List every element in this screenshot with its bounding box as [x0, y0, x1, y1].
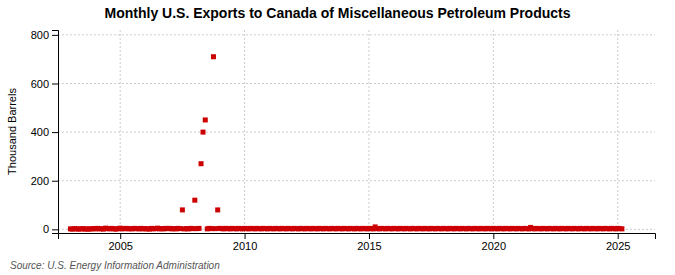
point [211, 54, 216, 59]
x-grid-line [617, 30, 618, 233]
y-axis: 0 200 400 600 800 [31, 29, 59, 235]
point [215, 207, 220, 212]
x-grid-line [244, 30, 245, 233]
tick: 2020 [482, 233, 506, 252]
x-grid-line [493, 30, 494, 233]
plot-area: 2005 2010 2015 2020 2025 0 200 400 600 800 [31, 29, 656, 252]
tick: 0 [43, 223, 58, 235]
tick: 2025 [606, 233, 630, 252]
y-grid-line [58, 132, 655, 133]
axis-line [59, 234, 656, 240]
tick-label: 2015 [357, 240, 381, 252]
tick: 200 [31, 175, 58, 187]
tick: 600 [31, 78, 58, 90]
tick-mark [369, 233, 370, 239]
tick-label: 400 [31, 126, 49, 138]
x-grid-line [120, 30, 121, 233]
point [619, 226, 624, 231]
x-grid-line [368, 30, 369, 233]
y-grid-line [58, 180, 655, 181]
chart: 2005 2010 2015 2020 2025 0 200 400 600 800 Monthly… [0, 0, 675, 275]
tick-mark [52, 35, 58, 36]
tick-label: 2025 [606, 240, 630, 252]
tick-label: 200 [31, 175, 49, 187]
x-axis: 2005 2010 2015 2020 2025 [59, 233, 656, 252]
tick-mark [52, 181, 58, 182]
tick-label: 600 [31, 78, 49, 90]
tick-mark [245, 233, 246, 239]
y-grid-line [58, 83, 655, 84]
y-grid-line [58, 34, 655, 35]
tick-label: 800 [31, 29, 49, 41]
tick-mark [618, 233, 619, 239]
tick-mark [120, 233, 121, 239]
tick: 800 [31, 29, 58, 41]
point [203, 117, 208, 122]
axis-line [52, 31, 59, 234]
tick: 2010 [233, 233, 257, 252]
tick-mark [52, 83, 58, 84]
point [197, 226, 202, 231]
tick-label: 2005 [108, 240, 132, 252]
tick-label: 2020 [482, 240, 506, 252]
point [180, 207, 185, 212]
tick: 2015 [357, 233, 381, 252]
y-axis-title: Thousand Barrels [6, 88, 18, 175]
tick-mark [52, 229, 58, 230]
tick-mark [52, 132, 58, 133]
point [201, 130, 206, 135]
tick: 2005 [108, 233, 132, 252]
point [199, 161, 204, 166]
point [192, 198, 197, 203]
source: Source: U.S. Energy Information Administ… [10, 260, 220, 271]
title: Monthly U.S. Exports to Canada of Miscel… [105, 5, 571, 21]
tick-label: 0 [43, 223, 49, 235]
points [68, 54, 624, 231]
tick-mark [493, 233, 494, 239]
grid [58, 30, 655, 233]
tick-label: 2010 [233, 240, 257, 252]
tick: 400 [31, 126, 58, 138]
